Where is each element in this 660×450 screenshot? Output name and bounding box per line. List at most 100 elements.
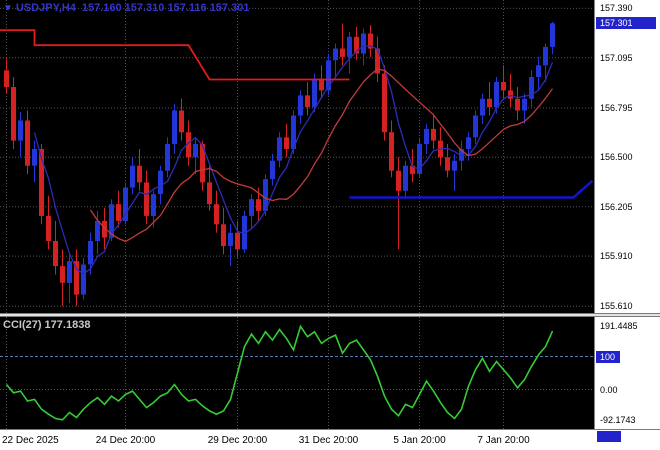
candle-body (81, 264, 86, 295)
cci-indicator-label: CCI(27) 177.1838 (3, 319, 91, 331)
time-axis-label: 7 Jan 20:00 (477, 435, 530, 446)
symbol-period-label: USDJPY,H4 (15, 2, 76, 14)
candle-body (193, 143, 198, 158)
candle-body (109, 204, 114, 238)
candle-body (424, 128, 429, 144)
candle-body (305, 95, 310, 108)
price-axis-label: 155.910 (600, 251, 633, 262)
candle-body (270, 160, 275, 180)
candle-body (375, 48, 380, 74)
ma-fast-line (33, 45, 554, 275)
price-axis-label: 157.095 (600, 52, 633, 63)
candle-body (284, 137, 289, 149)
candle-body (242, 215, 247, 250)
candle-body (529, 77, 534, 99)
candle-body (228, 232, 233, 247)
candle-body (88, 241, 93, 265)
candle-body (417, 143, 422, 174)
candle-body (298, 95, 303, 116)
chart-dropdown-icon[interactable]: ▼ (3, 3, 13, 14)
candle-body (340, 48, 345, 57)
candle-body (361, 33, 366, 54)
cci-axis[interactable]: 191.4485 0.00 -92.1743 100 (596, 317, 660, 429)
panel-separator[interactable] (0, 313, 660, 317)
candle-body (368, 33, 373, 49)
candle-body (53, 241, 58, 267)
candle-body (39, 149, 44, 216)
price-axis-label: 156.205 (600, 201, 633, 212)
main-grid (0, 0, 594, 313)
candle-body (102, 220, 107, 238)
candle-body (151, 194, 156, 216)
candle-body (25, 120, 30, 166)
main-price-chart[interactable] (0, 0, 595, 313)
candle-body (32, 149, 37, 166)
price-axis-label: 155.610 (600, 301, 633, 312)
candle-body (403, 165, 408, 191)
candle-body (256, 199, 261, 211)
time-axis[interactable]: 22 Dec 2025 24 Dec 20:00 29 Dec 20:00 31 De… (0, 429, 660, 450)
cci-indicator-chart (0, 317, 595, 429)
candle-body (95, 220, 100, 241)
candle-body (536, 65, 541, 77)
candle-body (473, 115, 478, 138)
candle-body (123, 187, 128, 221)
candle-body (543, 46, 548, 66)
current-price-badge: 157.301 (596, 17, 656, 30)
candles (4, 21, 555, 307)
candle-body (396, 170, 401, 191)
time-axis-label: 31 Dec 20:00 (298, 435, 359, 446)
candle-body (459, 149, 464, 161)
candle-body (550, 23, 555, 47)
candle-body (18, 120, 23, 141)
candle-body (221, 224, 226, 247)
candle-body (382, 73, 387, 133)
candle-body (522, 98, 527, 111)
cci-axis-label: 191.4485 (600, 321, 638, 332)
candle-body (312, 78, 317, 108)
candle-body (277, 137, 282, 161)
candle-body (165, 143, 170, 171)
support-line (349, 179, 594, 199)
candle-body (319, 78, 324, 91)
candle-body (179, 110, 184, 133)
candle-body (67, 261, 72, 283)
time-axis-label: 29 Dec 20:00 (207, 435, 268, 446)
candle-body (445, 157, 450, 171)
candle-body (389, 132, 394, 171)
candle-body (4, 70, 9, 87)
resistance-step-line (0, 29, 350, 81)
candle-body (74, 261, 79, 295)
candle-body (487, 98, 492, 108)
candle-body (452, 160, 457, 171)
candle-body (11, 87, 16, 141)
candle-body (172, 110, 177, 144)
price-axis-label: 156.500 (600, 152, 633, 163)
candle-body (116, 204, 121, 221)
price-axis-label: 157.390 (600, 3, 633, 14)
candle-body (144, 182, 149, 216)
candle-body (235, 232, 240, 250)
candle-body (354, 36, 359, 54)
cci-axis-label: 0.00 (600, 384, 618, 395)
candle-body (263, 179, 268, 211)
candle-body (200, 143, 205, 183)
candle-body (291, 115, 296, 149)
candle-body (249, 199, 254, 216)
candle-body (347, 36, 352, 57)
candle-body (158, 170, 163, 195)
ma-slow-line (89, 68, 554, 243)
time-axis-label: 24 Dec 20:00 (95, 435, 156, 446)
candle-body (130, 165, 135, 188)
candle-body (137, 165, 142, 183)
candle-body (480, 98, 485, 116)
candle-body (60, 266, 65, 283)
chart-title: ▼ USDJPY,H4 157.160 157.310 157.116 157.30… (3, 2, 249, 14)
axis-corner-marker (597, 431, 621, 442)
candle-body (494, 82, 499, 108)
price-axis[interactable]: 157.390 157.095 156.795 156.500 156.205 155.9… (596, 0, 660, 313)
cci-level-badge: 100 (596, 350, 620, 363)
candle-body (466, 137, 471, 149)
candle-body (214, 204, 219, 225)
